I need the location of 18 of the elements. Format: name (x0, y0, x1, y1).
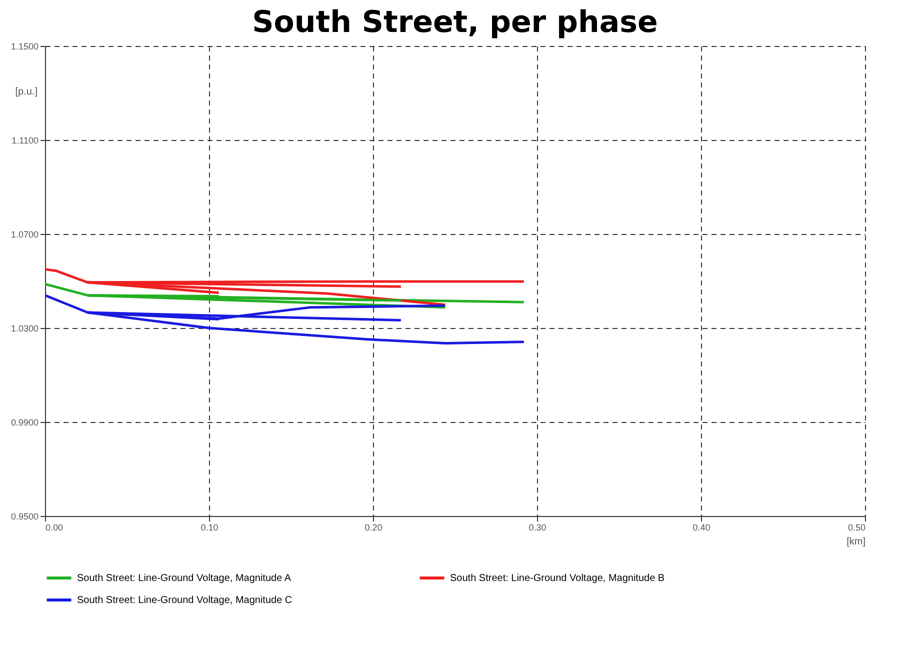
y-tick-label: 0.9900 (10, 418, 38, 428)
y-tick-label: 1.1100 (12, 136, 38, 146)
y-tick-label: 0.9500 (10, 512, 38, 522)
y-axis-title: [p.u.] (15, 86, 38, 98)
y-tick-label: 1.0700 (10, 230, 38, 240)
x-tick-label: 0.50 (848, 522, 866, 532)
x-axis-title: [km] (846, 536, 866, 548)
x-tick-label: 0.30 (528, 522, 546, 532)
x-tick-label: 0.00 (46, 522, 64, 532)
x-tick-label: 0.40 (692, 522, 710, 532)
x-tick-label: 0.10 (200, 522, 218, 532)
legend-label: South Street: Line-Ground Voltage, Magnitude A (77, 573, 292, 584)
y-tick-label: 1.0300 (10, 324, 38, 334)
y-tick-label: 1.1500 (10, 42, 38, 52)
x-tick-label: 0.20 (364, 522, 382, 532)
chart-title: South Street, per phase (252, 5, 658, 40)
legend-label: South Street: Line-Ground Voltage, Magnitude B (450, 573, 665, 584)
legend-label: South Street: Line-Ground Voltage, Magnitude C (77, 595, 292, 606)
